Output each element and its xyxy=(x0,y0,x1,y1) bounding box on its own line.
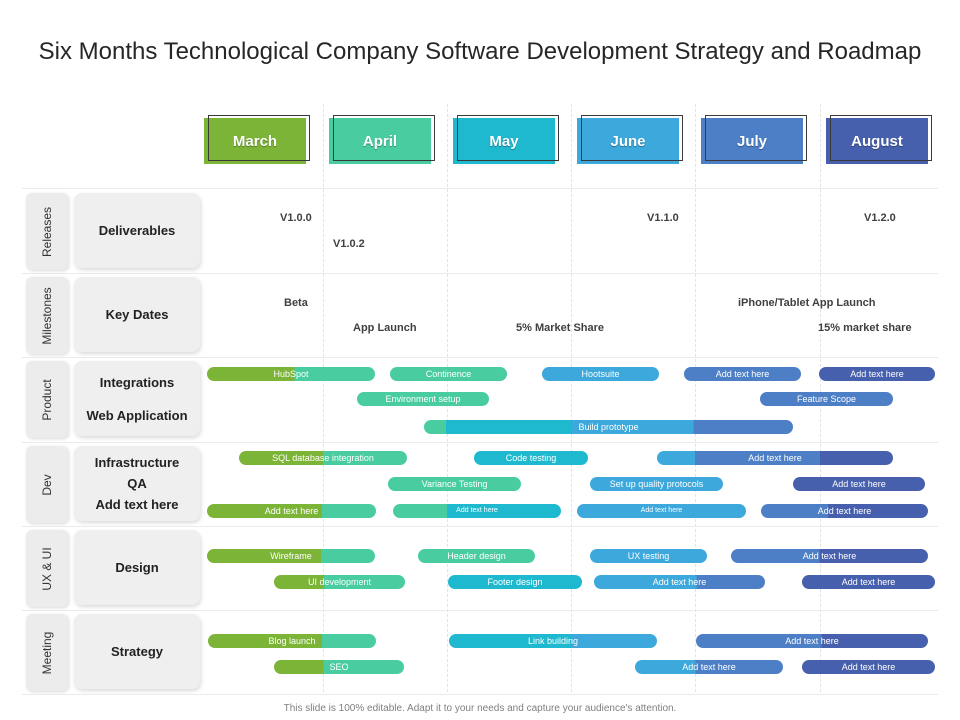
task-bar: Add text here xyxy=(594,575,765,589)
task-bar: Add text here xyxy=(819,367,935,381)
task-bar: Variance Testing xyxy=(388,477,521,491)
category-box-design: Design xyxy=(74,530,200,605)
category-label: Web Application xyxy=(86,407,188,423)
task-bar: Continence xyxy=(390,367,507,381)
category-box-deliverables: Deliverables xyxy=(74,193,200,268)
task-bar: Add text here xyxy=(731,549,928,563)
task-bar: Code testing xyxy=(474,451,588,465)
month-header-march: March xyxy=(204,115,310,164)
section-tab-milestones: Milestones xyxy=(26,277,68,354)
section-tab-releases: Releases xyxy=(26,193,68,270)
task-bar: Add text here xyxy=(761,504,928,518)
task-bar: Footer design xyxy=(448,575,582,589)
task-bar: Add text here xyxy=(635,660,783,674)
category-label: Add text here xyxy=(95,497,179,512)
release-label: V1.1.0 xyxy=(647,212,679,224)
task-bar: Add text here xyxy=(684,367,801,381)
task-bar: Add text here xyxy=(393,504,561,518)
category-label: Key Dates xyxy=(105,307,169,322)
page-title: Six Months Technological Company Softwar… xyxy=(38,38,922,65)
category-label: Infrastructure xyxy=(94,455,180,470)
category-label: Strategy xyxy=(110,644,164,659)
row-divider xyxy=(22,610,938,611)
task-bar: Add text here xyxy=(696,634,928,648)
task-bar: HubSpot xyxy=(207,367,375,381)
grid-line xyxy=(695,104,696,692)
task-bar: Add text here xyxy=(657,451,893,465)
section-tab-meeting: Meeting xyxy=(26,614,68,691)
section-tab-dev: Dev xyxy=(26,446,68,523)
task-bar: Add text here xyxy=(802,660,935,674)
month-header-may: May xyxy=(453,115,559,164)
category-box-strategy: Strategy xyxy=(74,614,200,689)
row-divider xyxy=(22,694,938,695)
release-label: V1.0.2 xyxy=(333,238,365,250)
month-header-july: July xyxy=(701,115,807,164)
category-box-dev: Infrastructure QA Add text here xyxy=(74,446,200,521)
task-bar: Set up quality protocols xyxy=(590,477,723,491)
task-bar: Feature Scope xyxy=(760,392,893,406)
task-bar: Add text here xyxy=(207,504,376,518)
task-bar: SQL database integration xyxy=(239,451,407,465)
task-bar: SEO xyxy=(274,660,404,674)
footer-note: This slide is 100% editable. Adapt it to… xyxy=(283,703,677,714)
grid-line xyxy=(571,104,572,692)
row-divider xyxy=(22,273,938,274)
task-bar: Hootsuite xyxy=(542,367,659,381)
release-label: V1.0.0 xyxy=(280,212,312,224)
key-date-label: iPhone/Tablet App Launch xyxy=(738,297,876,309)
row-divider xyxy=(22,442,938,443)
category-label: Deliverables xyxy=(98,223,176,238)
task-bar: UI development xyxy=(274,575,405,589)
task-bar: Add text here xyxy=(793,477,925,491)
task-bar: Header design xyxy=(418,549,535,563)
key-date-label: 5% Market Share xyxy=(516,322,605,334)
task-bar: UX testing xyxy=(590,549,707,563)
task-bar: Wireframe xyxy=(207,549,375,563)
task-bar: Add text here xyxy=(802,575,935,589)
key-date-label: App Launch xyxy=(353,322,417,334)
task-bar: Environment setup xyxy=(357,392,489,406)
task-bar: Build prototype xyxy=(424,420,793,434)
key-date-label: Beta xyxy=(284,297,308,309)
month-header-august: August xyxy=(826,115,932,164)
key-date-label: 15% market share xyxy=(818,322,912,334)
task-bar: Link building xyxy=(449,634,657,648)
category-box-key-dates: Key Dates xyxy=(74,277,200,352)
row-divider xyxy=(22,357,938,358)
category-label: Design xyxy=(115,560,159,575)
release-label: V1.2.0 xyxy=(864,212,896,224)
task-bar: Blog launch xyxy=(208,634,376,648)
category-label: QA xyxy=(127,476,147,491)
section-tab-product: Product xyxy=(26,361,68,438)
task-bar: Add text here xyxy=(577,504,746,518)
month-header-april: April xyxy=(329,115,435,164)
category-box-product: Integrations Web Application xyxy=(74,361,200,436)
category-label: Integrations xyxy=(99,374,175,390)
row-divider xyxy=(22,526,938,527)
grid-line xyxy=(323,104,324,692)
row-divider xyxy=(22,188,938,189)
month-header-june: June xyxy=(577,115,683,164)
section-tab-ux-ui: UX & UI xyxy=(26,530,68,607)
